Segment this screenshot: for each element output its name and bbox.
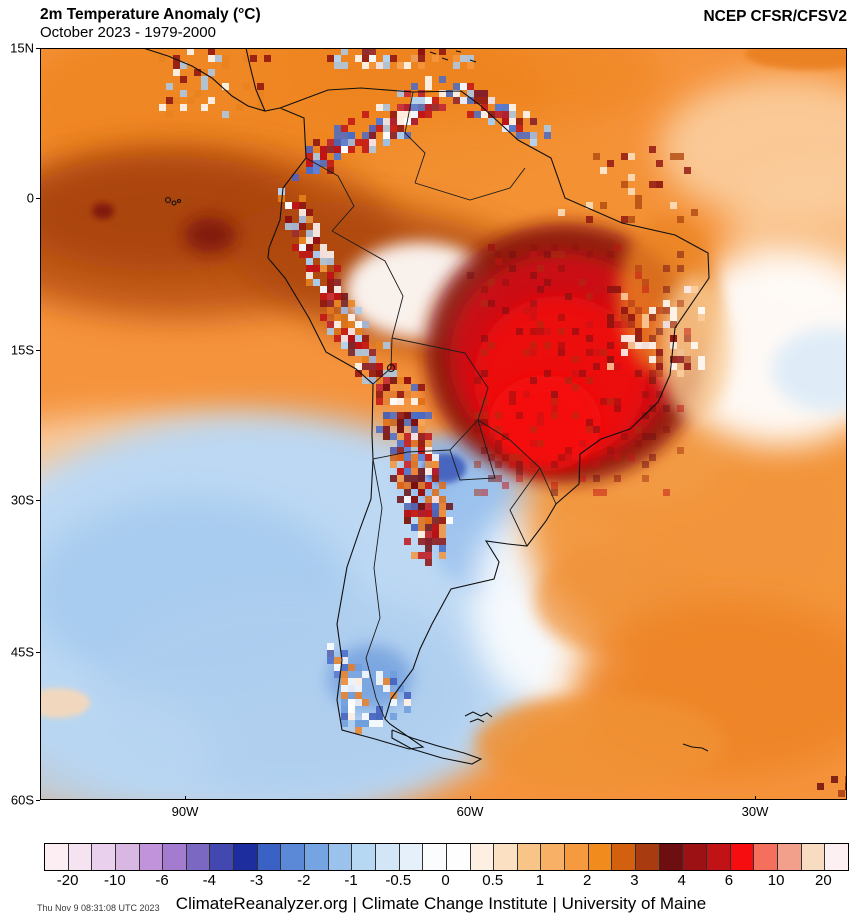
border-layer (305, 91, 557, 720)
lon-tick-label: 30W (741, 804, 769, 819)
colorbar-cell (234, 844, 258, 870)
colorbar-tick-label: -4 (202, 872, 216, 889)
axis-tick (36, 652, 40, 653)
colorbar-cell (305, 844, 329, 870)
colorbar-cell (470, 844, 495, 870)
colorbar-cell (257, 844, 282, 870)
generation-timestamp: Thu Nov 9 08:31:08 UTC 2023 (37, 903, 160, 913)
colorbar-cell (210, 844, 235, 870)
colorbar-tick-label: 0 (441, 872, 450, 889)
colorbar-tick-label: -20 (56, 872, 79, 889)
axis-tick (36, 350, 40, 351)
colorbar-tick-label: 20 (815, 872, 832, 889)
lat-tick-label: 45S (10, 644, 34, 660)
axis-tick (185, 796, 186, 800)
colorbar-cell (777, 844, 802, 870)
colorbar-cell (281, 844, 306, 870)
colorbar-tick-label: 0.5 (482, 872, 504, 889)
colorbar-cell (706, 844, 731, 870)
colorbar-cell (588, 844, 613, 870)
colorbar-cell (423, 844, 447, 870)
colorbar-cell (825, 844, 848, 870)
colorbar-tick-label: 6 (724, 872, 734, 889)
lon-tick-label: 90W (171, 804, 199, 819)
colorbar-cell (139, 844, 164, 870)
colorbar (44, 843, 849, 871)
lat-tick-label: 15S (10, 342, 34, 358)
anomaly-map (40, 48, 847, 800)
colorbar-tick-label: -2 (297, 872, 311, 889)
lon-tick-label: 60W (456, 804, 484, 819)
colorbar-cell (730, 844, 755, 870)
lat-tick-label: 0 (26, 190, 34, 206)
colorbar-cell (612, 844, 637, 870)
colorbar-tick-label: 3 (630, 872, 639, 889)
axis-tick (36, 48, 40, 49)
colorbar-tick-label: -1 (344, 872, 358, 889)
anomaly-field-layer (40, 48, 847, 800)
colorbar-cell (352, 844, 376, 870)
colorbar-cell (163, 844, 187, 870)
colorbar-tick-label: -3 (249, 872, 264, 889)
colorbar-cell (186, 844, 211, 870)
colorbar-cell (683, 844, 707, 870)
colorbar-tick-label: -0.5 (385, 872, 412, 889)
colorbar-tick-label: 2 (583, 872, 592, 889)
lat-tick-label: 15N (10, 40, 34, 56)
map-layers (40, 48, 847, 800)
lat-tick-label: 60S (10, 792, 34, 808)
colorbar-tick-label: -10 (104, 872, 126, 889)
colorbar-cell (565, 844, 589, 870)
colorbar-cell (399, 844, 424, 870)
axis-tick (470, 796, 471, 800)
colorbar-cell (92, 844, 116, 870)
page-subtitle: October 2023 - 1979-2000 (40, 24, 216, 41)
lat-tick-label: 30S (10, 492, 34, 508)
colorbar-tick-label: -6 (155, 872, 169, 889)
colorbar-cell (494, 844, 518, 870)
colorbar-cell (328, 844, 353, 870)
colorbar-tick-label: 4 (677, 872, 686, 889)
colorbar-cell (45, 844, 69, 870)
dataset-source-label: NCEP CFSR/CFSV2 (703, 8, 847, 25)
colorbar-cell (659, 844, 684, 870)
colorbar-cell (115, 844, 140, 870)
axis-tick (755, 796, 756, 800)
axis-tick (36, 198, 40, 199)
colorbar-cell (517, 844, 542, 870)
colorbar-tick-label: 10 (767, 872, 785, 889)
colorbar-cell (541, 844, 566, 870)
axis-tick (36, 500, 40, 501)
coastline-layer (142, 48, 710, 765)
colorbar-cell (636, 844, 660, 870)
anomaly-map-canvas (40, 48, 847, 800)
page-title: 2m Temperature Anomaly (°C) (40, 6, 261, 23)
colorbar-cell (446, 844, 471, 870)
colorbar-cell (375, 844, 400, 870)
colorbar-cell (754, 844, 778, 870)
colorbar-cell (801, 844, 826, 870)
attribution-text: ClimateReanalyzer.org | Climate Change I… (175, 894, 707, 913)
colorbar-tick-label: 1 (535, 872, 545, 889)
map-frame (40, 48, 847, 800)
colorbar-cell (68, 844, 93, 870)
axis-tick (36, 800, 40, 801)
